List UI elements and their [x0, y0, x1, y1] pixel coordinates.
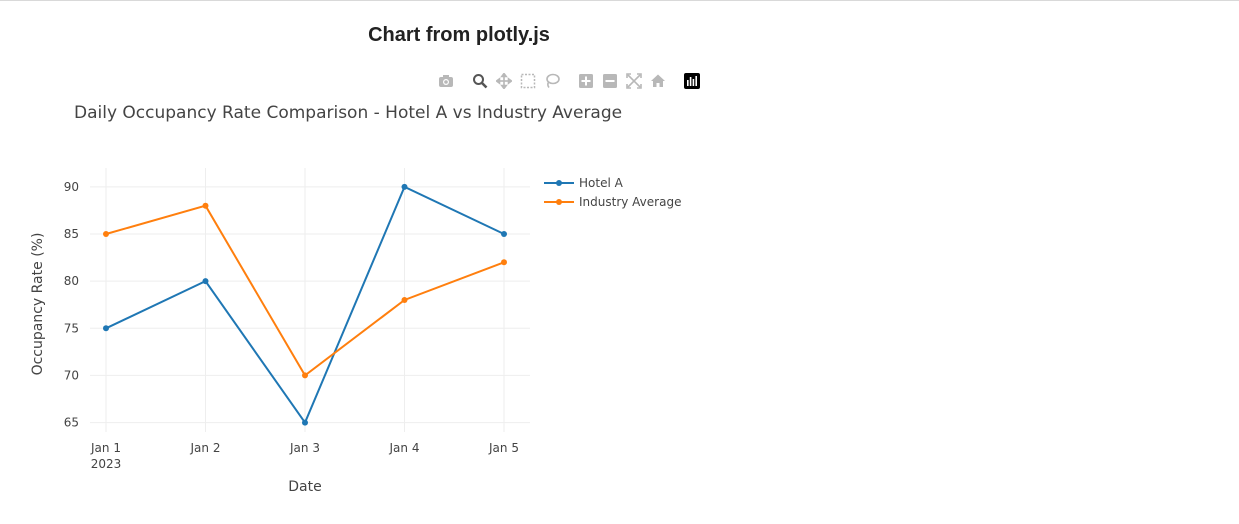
autoscale-icon[interactable] — [624, 71, 644, 91]
data-point[interactable] — [103, 325, 109, 332]
x-tick-label: Jan 1 — [90, 441, 121, 455]
line-chart: Daily Occupancy Rate Comparison - Hotel … — [30, 103, 681, 495]
x-tick-label: Jan 5 — [488, 441, 519, 455]
y-tick-label: 90 — [64, 180, 79, 194]
legend-swatch-marker[interactable] — [556, 199, 562, 205]
data-point[interactable] — [501, 231, 507, 237]
camera-icon[interactable] — [436, 71, 456, 91]
x-tick-label: Jan 4 — [389, 441, 420, 455]
box-select-icon[interactable] — [518, 71, 538, 91]
page-heading: Chart from plotly.js — [368, 24, 550, 46]
y-tick-label: 65 — [64, 416, 79, 430]
lasso-select-icon[interactable] — [542, 71, 562, 91]
data-point[interactable] — [302, 372, 308, 379]
pan-icon[interactable] — [494, 71, 514, 91]
y-axis-ticks: 65 70 75 80 85 90 — [64, 180, 79, 430]
grid — [90, 168, 530, 432]
data-point[interactable] — [401, 183, 408, 190]
x-tick-year-label: 2023 — [91, 457, 122, 471]
y-axis-label: Occupancy Rate (%) — [30, 233, 46, 376]
data-point[interactable] — [501, 259, 507, 266]
zoom-out-icon[interactable] — [600, 71, 620, 91]
series — [103, 183, 507, 426]
top-border — [0, 0, 1239, 1]
y-tick-label: 80 — [64, 274, 79, 288]
reset-axes-icon[interactable] — [648, 71, 668, 91]
data-point[interactable] — [103, 231, 109, 237]
y-tick-label: 85 — [64, 227, 79, 241]
legend-label[interactable]: Industry Average — [579, 195, 681, 209]
x-axis-ticks: Jan 1 Jan 2 Jan 3 Jan 4 Jan 5 2023 — [90, 441, 519, 471]
legend-swatch-marker[interactable] — [556, 180, 562, 186]
x-tick-label: Jan 2 — [190, 441, 221, 455]
x-axis-label: Date — [288, 479, 321, 495]
data-point[interactable] — [202, 278, 209, 285]
x-tick-label: Jan 3 — [289, 441, 320, 455]
data-point[interactable] — [302, 419, 308, 426]
modebar — [436, 71, 706, 91]
data-point[interactable] — [202, 202, 209, 209]
plotly-logo-icon[interactable] — [682, 71, 702, 91]
legend-label[interactable]: Hotel A — [579, 176, 624, 190]
y-tick-label: 75 — [64, 321, 79, 335]
zoom-icon[interactable] — [470, 71, 490, 91]
y-tick-label: 70 — [64, 368, 79, 382]
chart-title: Daily Occupancy Rate Comparison - Hotel … — [74, 103, 622, 123]
zoom-in-icon[interactable] — [576, 71, 596, 91]
data-point[interactable] — [401, 297, 408, 303]
legend[interactable]: Hotel A Industry Average — [544, 176, 681, 209]
